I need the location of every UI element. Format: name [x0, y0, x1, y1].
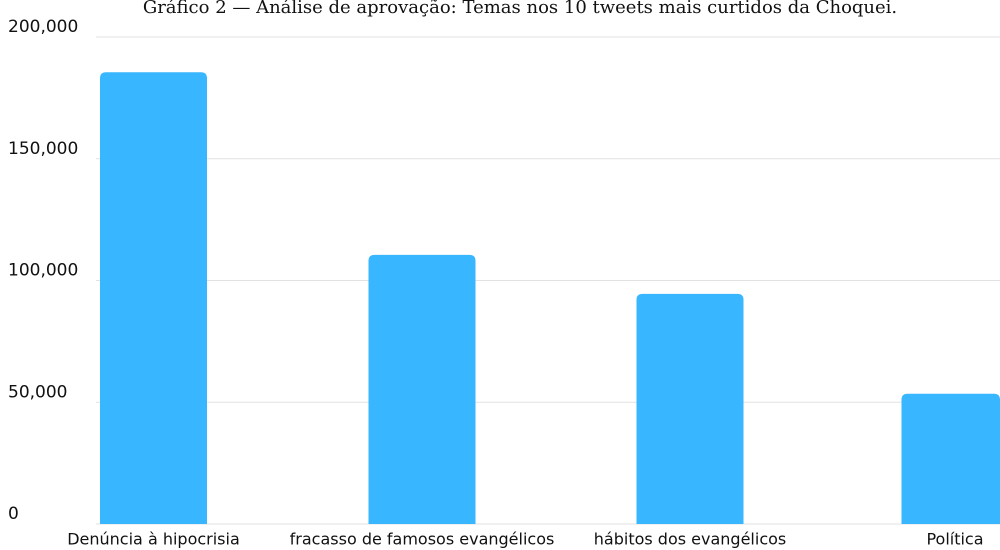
x-tick-label: fracasso de famosos evangélicos [290, 530, 555, 549]
bar [368, 254, 476, 524]
y-tick-label: 200,000 [8, 17, 78, 37]
x-tick-label: hábitos dos evangélicos [594, 530, 786, 549]
bar [901, 393, 1000, 524]
y-axis-ticks: 0 50,000 100,000 150,000 200,000 [8, 17, 78, 524]
gridlines [96, 36, 1000, 525]
y-tick-label: 100,000 [8, 261, 78, 281]
x-axis-ticks: Denúncia à hipocrisia fracasso de famosos… [67, 530, 983, 549]
bars [100, 72, 1000, 525]
bar [100, 72, 207, 525]
y-tick-label: 0 [8, 504, 19, 524]
x-tick-label: Política [926, 530, 983, 549]
bar [636, 293, 744, 524]
x-tick-label: Denúncia à hipocrisia [67, 530, 240, 549]
y-tick-label: 50,000 [8, 382, 67, 402]
y-tick-label: 150,000 [8, 139, 78, 159]
chart-title: Gráfico 2 — Análise de aprovação: Temas … [143, 0, 897, 18]
